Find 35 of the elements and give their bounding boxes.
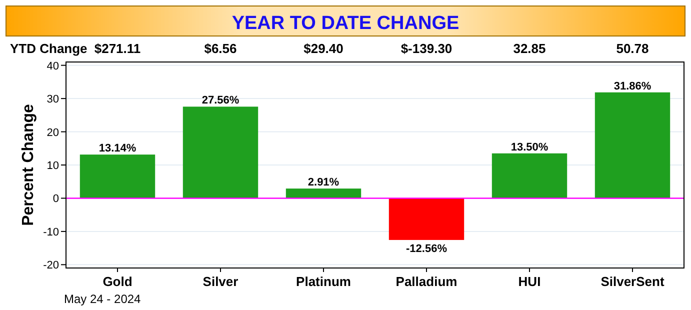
text: May 24 - 2024 [64,292,142,306]
x-tick-label: HUI [518,274,541,289]
chart-title: YEAR TO DATE CHANGE [232,13,460,34]
x-tick-label: Gold [102,274,132,289]
data-label: -12.56% [406,242,448,255]
text: $6.56 [204,41,237,56]
bar [80,154,156,198]
x-tick-label: Palladium [396,274,458,289]
bar [182,106,258,198]
x-tick-label: Silver [202,274,238,289]
x-tick-label: Platinum [296,274,351,289]
text: $-139.30 [400,41,452,56]
bar [492,153,568,198]
text: 50.78 [616,41,649,56]
text: YTD Change [10,41,88,56]
data-label: 2.91% [308,176,340,189]
data-label: 13.50% [510,141,548,154]
y-tick-label: -10 [43,226,59,238]
data-label: 27.56% [202,94,240,107]
y-tick-label: 10 [46,160,59,172]
y-tick-label: 20 [46,126,59,139]
text: 32.85 [513,41,546,56]
bar [594,92,670,198]
y-axis-title: Percent Change [20,104,37,226]
text: $271.11 [94,41,141,56]
y-tick-label: 30 [46,94,59,106]
y-tick-label: -20 [43,260,59,272]
bar [388,198,464,240]
data-label: 13.14% [98,142,136,155]
bar [286,188,362,198]
y-tick-label: 0 [52,193,59,206]
y-tick-label: 40 [46,60,59,72]
text: $29.40 [304,41,344,56]
x-tick-label: SilverSent [600,274,665,289]
data-label: 31.86% [614,80,652,92]
